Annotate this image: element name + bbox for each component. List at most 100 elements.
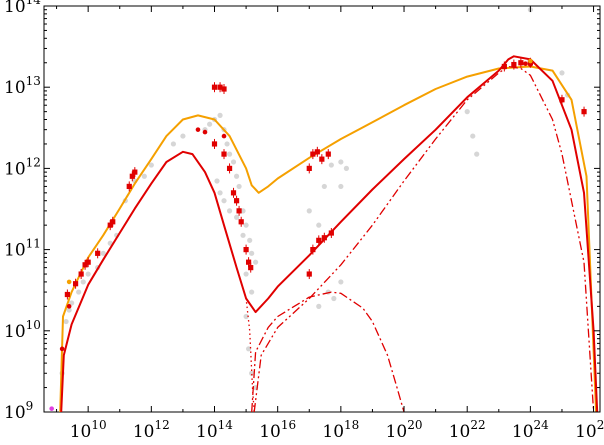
- grey-data-point: [464, 109, 470, 115]
- grey-data-point: [338, 159, 344, 165]
- data-point: [66, 304, 72, 309]
- data-point: [202, 129, 208, 135]
- grey-data-point: [217, 112, 223, 118]
- plot-frame: [43, 5, 601, 413]
- red-data-point: [64, 291, 70, 298]
- grey-data-point: [221, 198, 227, 204]
- x-tick-label: 1016: [259, 418, 296, 441]
- x-tick-label: 1024: [512, 418, 549, 441]
- grey-data-point: [338, 279, 344, 285]
- red-data-point: [321, 235, 327, 241]
- red-data-point: [501, 63, 507, 70]
- red-data-point: [221, 151, 227, 157]
- red-data-point: [238, 219, 244, 225]
- grey-data-point: [85, 271, 91, 277]
- grey-data-point: [100, 250, 106, 256]
- red-data-point: [581, 109, 587, 115]
- data-point: [59, 346, 65, 352]
- grey-data-point: [316, 303, 322, 309]
- red-data-point: [78, 271, 84, 277]
- red-data-point: [132, 169, 138, 175]
- grey-data-point: [249, 289, 255, 295]
- red-data-point: [110, 219, 116, 225]
- grey-data-point: [474, 151, 480, 157]
- data-point: [195, 127, 201, 132]
- red-data-point: [306, 165, 312, 171]
- x-tick-label: 1020: [386, 418, 423, 441]
- red-data-point: [211, 84, 218, 90]
- grey-data-point: [141, 173, 147, 179]
- red-data-point: [245, 259, 252, 265]
- red-data-point: [82, 262, 88, 268]
- grey-data-point: [316, 222, 322, 228]
- red-data-point: [72, 281, 79, 287]
- red-data-point: [226, 165, 233, 171]
- grey-data-point: [559, 70, 565, 76]
- grey-data-point: [180, 133, 186, 139]
- data-point: [523, 61, 528, 66]
- grey-data-point: [226, 208, 233, 214]
- grey-data-point: [331, 295, 337, 302]
- y-tick-label: 1010: [4, 318, 41, 342]
- grey-data-point: [343, 165, 350, 171]
- data-point: [66, 279, 72, 285]
- model-curve-0: [59, 65, 598, 412]
- grey-data-point: [321, 183, 327, 190]
- grey-data-point: [170, 141, 177, 147]
- red-data-point: [511, 61, 517, 68]
- red-data-point: [328, 230, 334, 236]
- grey-data-point: [69, 300, 75, 306]
- red-data-point: [316, 237, 322, 243]
- x-tick-label: 1018: [322, 418, 359, 441]
- grey-data-point: [338, 183, 344, 190]
- red-data-point: [221, 86, 227, 92]
- red-data-point: [126, 183, 132, 190]
- red-data-point: [233, 198, 240, 204]
- grey-data-point: [233, 173, 240, 179]
- red-data-point: [217, 84, 223, 90]
- grey-data-point: [243, 313, 249, 320]
- grey-data-point: [240, 208, 246, 214]
- red-data-point: [310, 247, 316, 253]
- grey-data-point: [224, 141, 230, 147]
- red-data-point: [243, 247, 249, 253]
- grey-data-point: [253, 259, 259, 265]
- grey-data-point: [249, 370, 255, 376]
- grey-data-point: [80, 279, 86, 285]
- grey-data-point: [233, 214, 240, 220]
- grey-data-point: [66, 307, 72, 313]
- x-tick-label: 1012: [133, 418, 170, 441]
- grey-data-point: [76, 289, 82, 295]
- red-data-point: [236, 208, 242, 214]
- model-curve-3: [251, 291, 405, 412]
- red-data-point: [310, 151, 316, 157]
- grey-data-point: [240, 232, 246, 238]
- grey-data-point: [236, 183, 242, 190]
- red-data-point: [518, 60, 524, 66]
- grey-data-point: [63, 318, 69, 325]
- red-data-point: [559, 97, 565, 103]
- model-curve-2: [235, 267, 255, 412]
- grey-data-point: [214, 178, 220, 184]
- grey-data-point: [217, 190, 223, 196]
- grey-data-point: [249, 250, 255, 256]
- y-tick-label: 1014: [4, 0, 41, 17]
- red-data-point: [211, 141, 218, 147]
- red-data-point: [325, 151, 331, 157]
- x-tick-label: 1014: [196, 418, 233, 441]
- grey-data-point: [230, 159, 237, 165]
- data-point: [49, 406, 54, 411]
- x-tick-label: 1010: [70, 418, 107, 441]
- grey-data-point: [207, 121, 213, 127]
- data-point: [221, 133, 227, 139]
- model-curve-1: [60, 55, 599, 412]
- y-tick-label: 1011: [4, 237, 41, 261]
- grey-data-point: [148, 162, 154, 168]
- red-data-point: [95, 250, 101, 256]
- grey-data-point: [328, 162, 334, 168]
- red-data-point: [314, 149, 320, 155]
- model-curve-4: [253, 65, 595, 412]
- red-data-point: [85, 259, 91, 265]
